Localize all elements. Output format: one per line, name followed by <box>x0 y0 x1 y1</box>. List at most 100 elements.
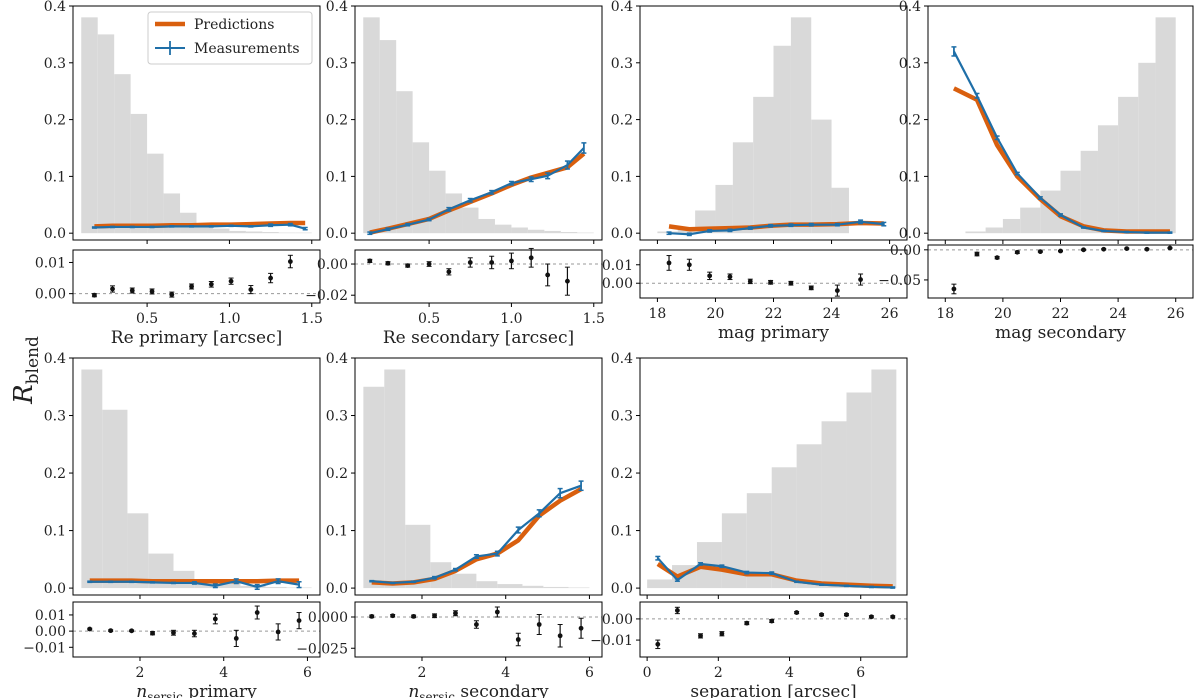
histogram-bar <box>544 230 561 234</box>
histogram-bar <box>130 113 148 234</box>
residual-point <box>655 641 661 647</box>
residual-point <box>150 630 155 636</box>
x-tick-label: 1.5 <box>583 311 605 327</box>
x-tick-label: 0 <box>643 665 652 681</box>
histogram-bar <box>429 170 446 234</box>
panels: 0.00.10.20.30.40.000.010.5 1.0 1.5Re prima… <box>23 0 1194 698</box>
residual-point <box>1058 248 1063 254</box>
y-tick-label: 0.2 <box>611 466 633 482</box>
histogram-bar <box>1138 62 1156 234</box>
histogram-bar <box>476 581 498 589</box>
y-tick-label: 0.4 <box>611 0 633 15</box>
x-axis-label: nsersic primary <box>136 682 257 698</box>
histogram-bar <box>494 224 512 234</box>
residual-point <box>268 275 273 281</box>
y-tick-label: 0.4 <box>326 351 348 367</box>
residual-y-tick-label: 0.00 <box>35 624 66 640</box>
x-axis-label-main: n <box>408 682 419 698</box>
residual-point <box>858 277 863 282</box>
histogram-bar <box>560 232 578 234</box>
histogram-bar <box>295 232 312 234</box>
residual-point <box>869 614 874 620</box>
residual-y-tick-label: 0.01 <box>35 608 66 624</box>
residual-point <box>808 285 814 291</box>
x-tick-label: 2 <box>136 665 145 681</box>
residual-point <box>768 279 773 285</box>
residual-point <box>296 618 302 624</box>
main-plot-area <box>363 369 590 589</box>
x-axis-label-rest: primary <box>183 682 257 698</box>
y-tick-label: 0.4 <box>611 351 633 367</box>
x-tick-label: 4 <box>219 665 228 681</box>
y-axis-label-main: R <box>9 384 39 405</box>
y-tick-label: 0.2 <box>326 466 348 482</box>
residual-point <box>1014 249 1020 255</box>
x-tick-label: 1.0 <box>218 311 240 327</box>
x-tick-label: 22 <box>765 306 783 322</box>
x-tick-label: 0.5 <box>136 311 158 327</box>
residual-point <box>446 269 452 275</box>
histogram-bar <box>405 524 431 589</box>
histogram-bar <box>240 585 266 589</box>
histogram-bar <box>462 207 479 234</box>
residual-point <box>287 259 293 264</box>
x-tick-label: 26 <box>881 306 899 322</box>
histogram-bar <box>773 45 791 234</box>
histogram-bar <box>497 584 523 589</box>
predictions-line <box>94 220 306 229</box>
y-tick-label: 0.1 <box>326 169 348 185</box>
histogram-bar <box>821 421 847 589</box>
histogram-bar <box>384 369 406 589</box>
histogram-bar <box>985 227 1003 234</box>
histogram-bar <box>871 369 897 589</box>
histogram-bar <box>753 96 774 234</box>
residual-point <box>411 613 417 619</box>
residual-point <box>974 251 980 257</box>
residual-point <box>509 258 514 264</box>
residual-point <box>794 610 800 615</box>
residual-y-tick-label: 0.00 <box>890 243 921 259</box>
legend-predictions-label: Predictions <box>194 17 274 33</box>
x-tick-label: 6 <box>856 665 865 681</box>
histogram-bar <box>965 231 986 234</box>
residual-point <box>233 635 239 641</box>
y-tick-label: 0.0 <box>611 581 633 597</box>
residual-point <box>385 260 391 266</box>
y-tick-label: 0.0 <box>899 226 921 242</box>
x-axis-label-subscript: sersic <box>419 690 455 698</box>
residual-point <box>275 629 281 635</box>
residual-point <box>169 292 175 297</box>
residual-point <box>494 609 500 615</box>
residual-point <box>528 255 534 261</box>
residual-point <box>1144 246 1150 252</box>
residual-point <box>432 613 437 619</box>
panel-4: 0.0 0.1 0.2 0.3 0.4 0.00 −0.05 18 20 22 24 26 mag se… <box>878 0 1194 343</box>
histogram-bar <box>219 583 241 589</box>
y-tick-label: 0.4 <box>44 351 66 367</box>
y-tick-label: 0.0 <box>44 226 66 242</box>
main-plot-area <box>81 369 312 590</box>
y-tick-label: 0.2 <box>326 113 348 129</box>
residual-point <box>819 612 824 618</box>
x-tick-label: 20 <box>994 306 1012 322</box>
residual-axes-frame <box>72 249 321 304</box>
histogram-bar <box>363 17 380 234</box>
histogram-bar <box>1080 150 1098 234</box>
histogram-bar <box>796 444 822 589</box>
residual-point <box>228 278 234 284</box>
residual-point <box>1037 249 1043 255</box>
residual-point <box>474 622 479 627</box>
histogram-bar <box>1097 125 1119 234</box>
main-axes-frame <box>354 357 603 596</box>
x-axis-label: mag secondary <box>995 323 1126 343</box>
residual-axes-frame <box>354 601 603 658</box>
panel-1: 0.0 0.1 0.2 0.3 0.4 0.00 0.01 0.5 1.0 1.5 Re prima… <box>35 0 323 348</box>
y-tick-label: 0.0 <box>44 581 66 597</box>
histogram-bar <box>790 17 812 234</box>
histogram-bar <box>278 232 296 234</box>
residual-point <box>192 631 197 636</box>
main-axes-frame <box>72 5 321 241</box>
histogram-bar <box>522 585 544 589</box>
histogram-bar <box>1118 96 1139 234</box>
residual-point <box>515 637 521 642</box>
